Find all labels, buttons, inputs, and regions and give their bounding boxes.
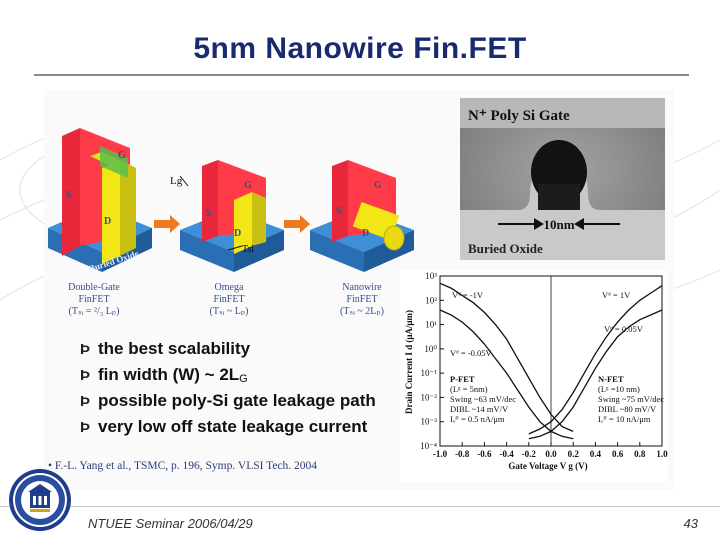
tsi-label: Tsi [242,244,254,255]
bullet-text: very low off state leakage current [98,417,368,436]
bullet-text: fin width (W) ~ 2L [98,365,240,384]
source-label: S [66,190,72,201]
title-underline [34,74,689,76]
caption-name-1: Double-Gate [68,282,120,293]
device-nanowire: G S D [310,160,414,272]
device-schematic: G S D Buried Oxide G S D Tsi Lg G S D [48,128,414,317]
chart-xlabel: Gate Voltage V g (V) [508,461,587,471]
drain-label: D [234,228,241,239]
source-label: S [206,208,212,219]
id-vg-chart: -1.0 -0.8 -0.6 -0.4 -0.2 0.0 0.2 0.4 0.6 0.8 1.0 10… [400,270,668,482]
bullet-item: Þ fin width (W) ~ 2L G [80,362,400,388]
bullet-text: the best scalability [98,339,251,358]
lg-marker [179,175,189,187]
lg-label: Lg [170,175,183,187]
annotation-nfet-line: DIBL ~80 mV/V [598,404,657,414]
caption-rule-1: (Tₛᵢ = ²/₃ Lₚ) [69,306,120,317]
x-tick-label: 0.4 [590,449,602,459]
annotation-nfet-vd1: Vᵈ = 1V [602,290,631,300]
gate-label: G [374,180,382,191]
drain-label: D [362,228,369,239]
tem-micrograph: N⁺ Poly Si Gate 10nm Buried Oxide [460,98,665,260]
x-tick-label: 1.0 [656,449,668,459]
bullet-text: possible poly-Si gate leakage path [98,391,376,410]
y-tick-label: 10³ [425,271,437,281]
bullet-item: Þ the best scalability [80,336,400,362]
university-seal-logo [9,469,71,531]
x-tick-label: -1.0 [433,449,448,459]
y-tick-label: 10⁻³ [421,417,438,427]
annotation-pfet-line: Swing ~63 mV/dec [450,394,516,404]
caption-name-3: Nanowire [342,282,382,293]
caption-kind-3: FinFET [346,294,377,305]
annotation-nfet-vd2: Vᵈ = 0.05V [604,324,644,334]
x-tick-label: 0.2 [568,449,580,459]
drain-label: D [104,216,111,227]
bullet-list: Þ the best scalability Þ fin width (W) ~… [80,336,400,440]
arrow-1 [154,215,180,233]
y-tick-label: 10⁻² [421,392,438,402]
annotation-pfet-line: (Lᵍ = 5nm) [450,384,488,394]
series-line-4 [528,309,663,440]
device-omega: G S D Tsi [179,160,284,272]
annotation-pfet-line: P-FET [450,374,475,384]
annotation-nfet-line: (Lᵍ =10 nm) [598,384,640,394]
x-tick-label: 0.8 [634,449,646,459]
annotation-nfet-line: Swing ~75 mV/dec [598,394,664,404]
x-tick-label: 0.6 [612,449,624,459]
x-tick-label: -0.4 [499,449,514,459]
caption-kind-2: FinFET [213,294,244,305]
bullet-item: Þ possible poly-Si gate leakage path [80,388,400,414]
y-tick-label: 10² [425,295,437,305]
annotation-pfet-vd2: Vᵈ = -0.05V [450,348,493,358]
annotation-pfet-line: DIBL ~14 mV/V [450,404,509,414]
arrow-2 [284,215,310,233]
caption-rule-2: (Tₛᵢ ~ Lₚ) [210,306,249,317]
gate-label: G [244,180,252,191]
annotation-pfet-line: Iₒᶠᶠ = 0.5 nA/μm [450,414,505,424]
tem-oxide-label: Buried Oxide [468,241,543,256]
device-double-gate: G S D Buried Oxide [48,128,152,274]
annotation-pfet-vd1: Vᵈ = -1V [452,290,484,300]
tsi-marker [227,245,243,251]
caption-name-2: Omega [215,282,244,293]
gate-label: G [118,150,126,161]
series-line-3 [528,285,663,435]
device-captions: Double-Gate FinFET (Tₛᵢ = ²/₃ Lₚ) Omega … [68,282,384,317]
slide-title: 5nm Nanowire Fin.FET [193,32,527,65]
y-tick-label: 10¹ [425,320,437,330]
x-tick-label: 0.0 [545,449,557,459]
bullet-marker: Þ [80,418,91,436]
tem-gate-label: N⁺ Poly Si Gate [468,108,570,124]
page-number: 43 [683,516,698,531]
bullet-subscript: G [239,373,248,385]
footer-text: NTUEE Seminar 2006/04/29 [88,516,253,531]
bullet-marker: Þ [80,392,91,410]
bullet-item: Þ very low off state leakage current [80,414,400,440]
x-tick-label: -0.8 [455,449,470,459]
y-tick-label: 10⁻¹ [421,368,438,378]
source-label: S [336,206,342,217]
annotation-nfet-line: N-FET [598,374,624,384]
chart-ylabel: Drain Current I d (μA/μm) [404,310,414,414]
tem-scale-label: 10nm [543,217,574,232]
caption-rule-3: (Tₛᵢ ~ 2Lₚ) [340,306,384,317]
y-tick-label: 10⁰ [424,344,437,354]
bullet-marker: Þ [80,340,91,358]
annotation-nfet-line: Iₒᶠᶠ = 10 nA/μm [598,414,651,424]
x-tick-label: -0.6 [477,449,492,459]
bullet-marker: Þ [80,366,91,384]
footer-divider [0,506,720,507]
caption-kind-1: FinFET [78,294,109,305]
y-tick-label: 10⁻⁴ [420,441,437,451]
reference-citation: • F.-L. Yang et al., TSMC, p. 196, Symp.… [48,460,318,472]
x-tick-label: -0.2 [522,449,537,459]
series-line-1 [439,282,574,432]
